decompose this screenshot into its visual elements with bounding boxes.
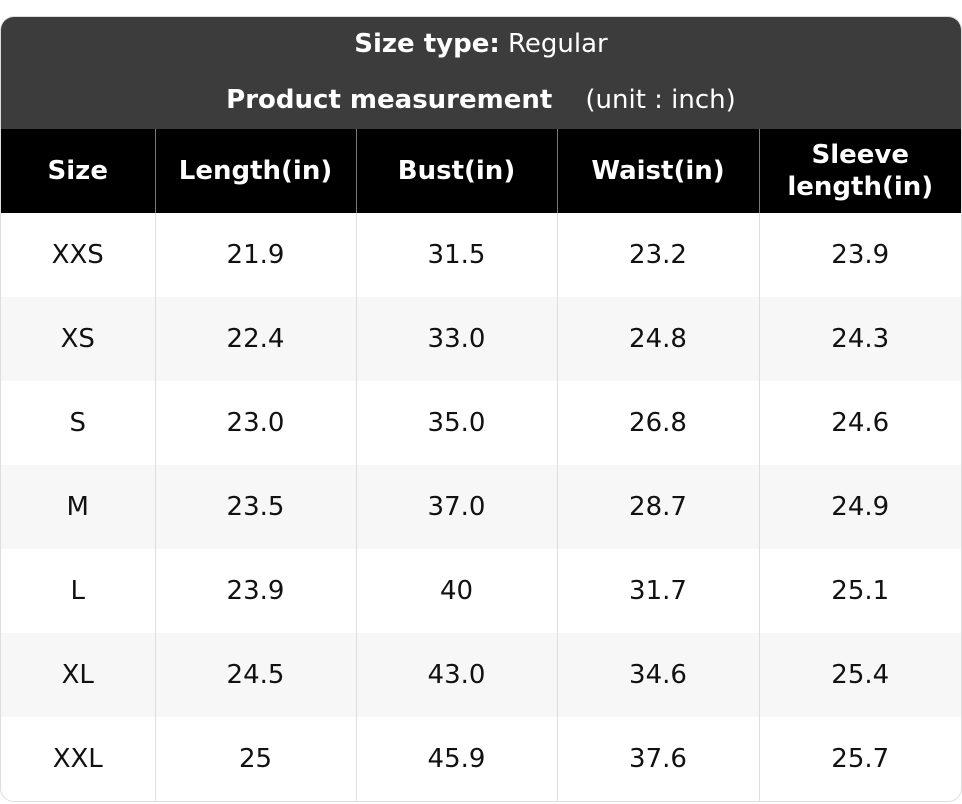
table-row: XS 22.4 33.0 24.8 24.3: [1, 297, 961, 381]
value-cell: 26.8: [556, 381, 759, 465]
column-header: Sleeve length(in): [758, 129, 961, 213]
size-chart: Size type: Regular Product measurement (…: [0, 16, 962, 802]
chart-header: Size type: Regular Product measurement (…: [1, 17, 961, 129]
value-cell: 25.7: [758, 717, 961, 801]
value-cell: 25.4: [758, 633, 961, 717]
value-cell: 28.7: [556, 465, 759, 549]
value-cell: 37.0: [355, 465, 557, 549]
size-cell: L: [70, 576, 86, 606]
value-cell: 21.9: [154, 213, 356, 297]
value-cell: 24.5: [154, 633, 356, 717]
value-cell: 22.4: [154, 297, 356, 381]
value-cell: 23.9: [154, 549, 356, 633]
size-cell: S: [69, 408, 86, 438]
size-cell: XXL: [52, 744, 103, 774]
value-cell: 37.6: [556, 717, 759, 801]
measurement-line: Product measurement (unit : inch): [1, 83, 961, 117]
value-cell: 23.9: [758, 213, 961, 297]
value-cell: 23.5: [154, 465, 356, 549]
size-cell: M: [1, 465, 155, 549]
table-body: XXS 21.9 31.5 23.2 23.9 XS 22.4 33.0 24.8 24.3 S 23…: [1, 213, 961, 801]
value-cell: 24.8: [556, 297, 759, 381]
table-row: XL 24.5 43.0 34.6 25.4: [1, 633, 961, 717]
column-header: Length(in): [154, 129, 356, 213]
value-cell: 24.9: [758, 465, 961, 549]
value-cell: 34.6: [556, 633, 759, 717]
table-row: XXS 21.9 31.5 23.2 23.9: [1, 213, 961, 297]
value-cell: 23.0: [154, 381, 356, 465]
table-row: L 23.9 40 31.7 25.1: [1, 549, 961, 633]
value-cell: 43.0: [355, 633, 557, 717]
value-cell: 24.3: [758, 297, 961, 381]
value-cell: 24.6: [758, 381, 961, 465]
column-header: Bust(in): [355, 129, 557, 213]
table-row: M 23.5 37.0 28.7 24.9: [1, 465, 961, 549]
size-type-value: Regular: [508, 29, 608, 59]
measurement-label: Product measurement: [226, 85, 553, 115]
value-cell: 23.2: [556, 213, 759, 297]
size-cell: XXS: [51, 240, 104, 270]
table-row: S 23.0 35.0 26.8 24.6: [1, 381, 961, 465]
value-cell: 45.9: [355, 717, 557, 801]
size-cell: XS: [1, 297, 155, 381]
unit: (unit : inch): [585, 85, 736, 115]
value-cell: 25.1: [758, 549, 961, 633]
value-cell: 35.0: [355, 381, 557, 465]
column-header: Waist(in): [556, 129, 759, 213]
value-cell: 40: [355, 549, 557, 633]
value-cell: 31.5: [355, 213, 557, 297]
column-header: Size: [1, 129, 155, 213]
size-type-label: Size type:: [354, 29, 500, 59]
size-cell: XL: [1, 633, 155, 717]
table-row: XXL 25 45.9 37.6 25.7: [1, 717, 961, 801]
value-cell: 25: [154, 717, 356, 801]
value-cell: 31.7: [556, 549, 759, 633]
header-row: Size Length(in) Bust(in) Waist(in) Sleeve le…: [1, 129, 961, 213]
value-cell: 33.0: [355, 297, 557, 381]
size-type-line: Size type: Regular: [1, 27, 961, 61]
size-table: Size Length(in) Bust(in) Waist(in) Sleeve le…: [1, 129, 961, 801]
